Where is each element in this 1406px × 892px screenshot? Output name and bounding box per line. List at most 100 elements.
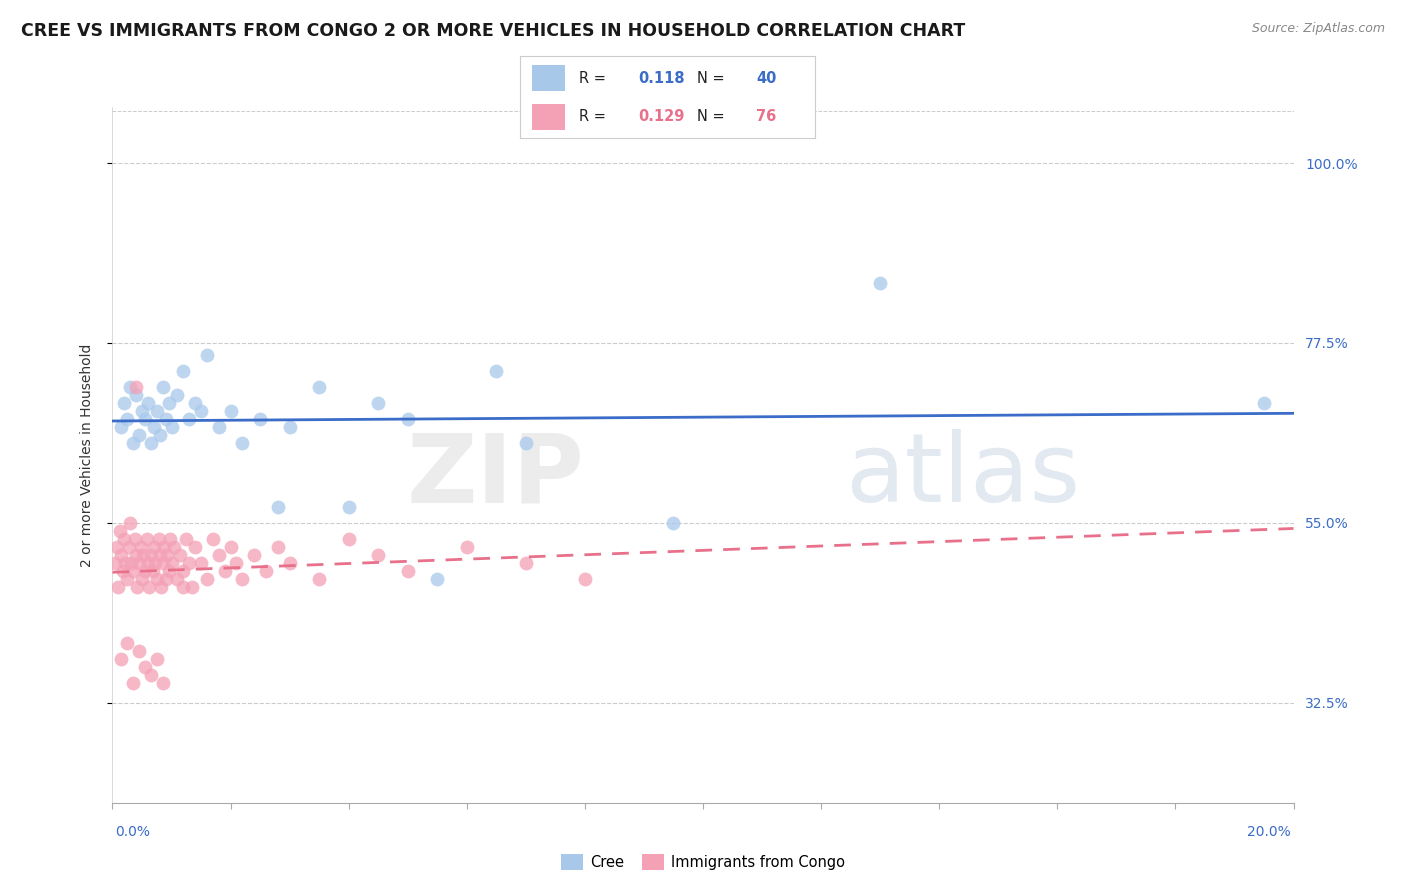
Text: R =: R = [579,109,610,124]
Point [159,532,181,546]
Point [107,580,129,594]
Point [195,348,218,362]
Point [132,548,155,562]
Point [108,524,131,538]
Point [131,572,153,586]
Text: 76: 76 [756,109,776,124]
Point [118,540,141,554]
Point [396,412,419,426]
Point [128,556,150,570]
Point [148,532,170,546]
Point [110,420,132,434]
Point [574,572,596,586]
Point [190,556,212,570]
Point [131,404,153,418]
Point [146,572,169,586]
Point [184,540,207,554]
Point [149,580,172,594]
Point [152,380,174,394]
Text: 20.0%: 20.0% [1247,825,1291,839]
Point [129,540,152,554]
Point [143,556,166,570]
Point [219,404,242,418]
Point [152,556,174,570]
Point [308,380,330,394]
Point [662,516,685,530]
Point [122,676,145,690]
Point [142,540,165,554]
Text: N =: N = [697,109,730,124]
Point [112,396,135,410]
Y-axis label: 2 or more Vehicles in Household: 2 or more Vehicles in Household [80,343,94,566]
Point [112,532,135,546]
Point [172,580,194,594]
Point [124,532,146,546]
Point [112,564,135,578]
FancyBboxPatch shape [531,103,565,130]
Point [149,548,172,562]
Point [128,428,150,442]
Point [122,564,145,578]
Point [195,572,218,586]
Point [120,516,142,530]
Point [278,420,301,434]
Point [172,364,194,378]
Point [278,556,301,570]
Text: 0.118: 0.118 [638,70,685,86]
Text: ZIP: ZIP [406,429,585,523]
Point [426,572,449,586]
Point [169,548,191,562]
Point [174,532,197,546]
Point [243,548,266,562]
Point [179,412,201,426]
Point [219,540,242,554]
Point [225,556,247,570]
Point [184,396,207,410]
Text: CREE VS IMMIGRANTS FROM CONGO 2 OR MORE VEHICLES IN HOUSEHOLD CORRELATION CHART: CREE VS IMMIGRANTS FROM CONGO 2 OR MORE … [21,22,966,40]
Point [337,532,360,546]
Point [267,540,290,554]
Point [485,364,508,378]
Point [120,380,142,394]
Point [163,540,186,554]
Text: N =: N = [697,70,730,86]
Point [138,580,160,594]
Point [136,556,159,570]
Point [117,412,138,426]
Text: R =: R = [579,70,610,86]
Point [156,548,179,562]
Text: atlas: atlas [845,429,1080,523]
Point [179,556,201,570]
Text: Source: ZipAtlas.com: Source: ZipAtlas.com [1251,22,1385,36]
Point [172,564,194,578]
Point [208,548,231,562]
Point [149,428,172,442]
Point [166,572,188,586]
Point [146,652,169,666]
Point [142,420,165,434]
Text: 40: 40 [756,70,776,86]
Point [155,572,177,586]
Point [155,412,177,426]
Point [160,420,183,434]
Point [869,276,891,290]
Point [337,500,360,514]
Text: 0.0%: 0.0% [115,825,150,839]
Point [254,564,277,578]
Point [117,636,138,650]
Point [160,556,183,570]
Point [120,556,142,570]
Point [181,580,204,594]
Point [231,572,253,586]
Point [153,540,176,554]
Point [110,548,132,562]
Legend: Cree, Immigrants from Congo: Cree, Immigrants from Congo [555,848,851,876]
Point [128,644,150,658]
Point [122,436,145,450]
Text: 0.129: 0.129 [638,109,685,124]
Point [105,540,128,554]
Point [157,396,180,410]
FancyBboxPatch shape [531,65,565,92]
Point [134,412,156,426]
Point [249,412,271,426]
